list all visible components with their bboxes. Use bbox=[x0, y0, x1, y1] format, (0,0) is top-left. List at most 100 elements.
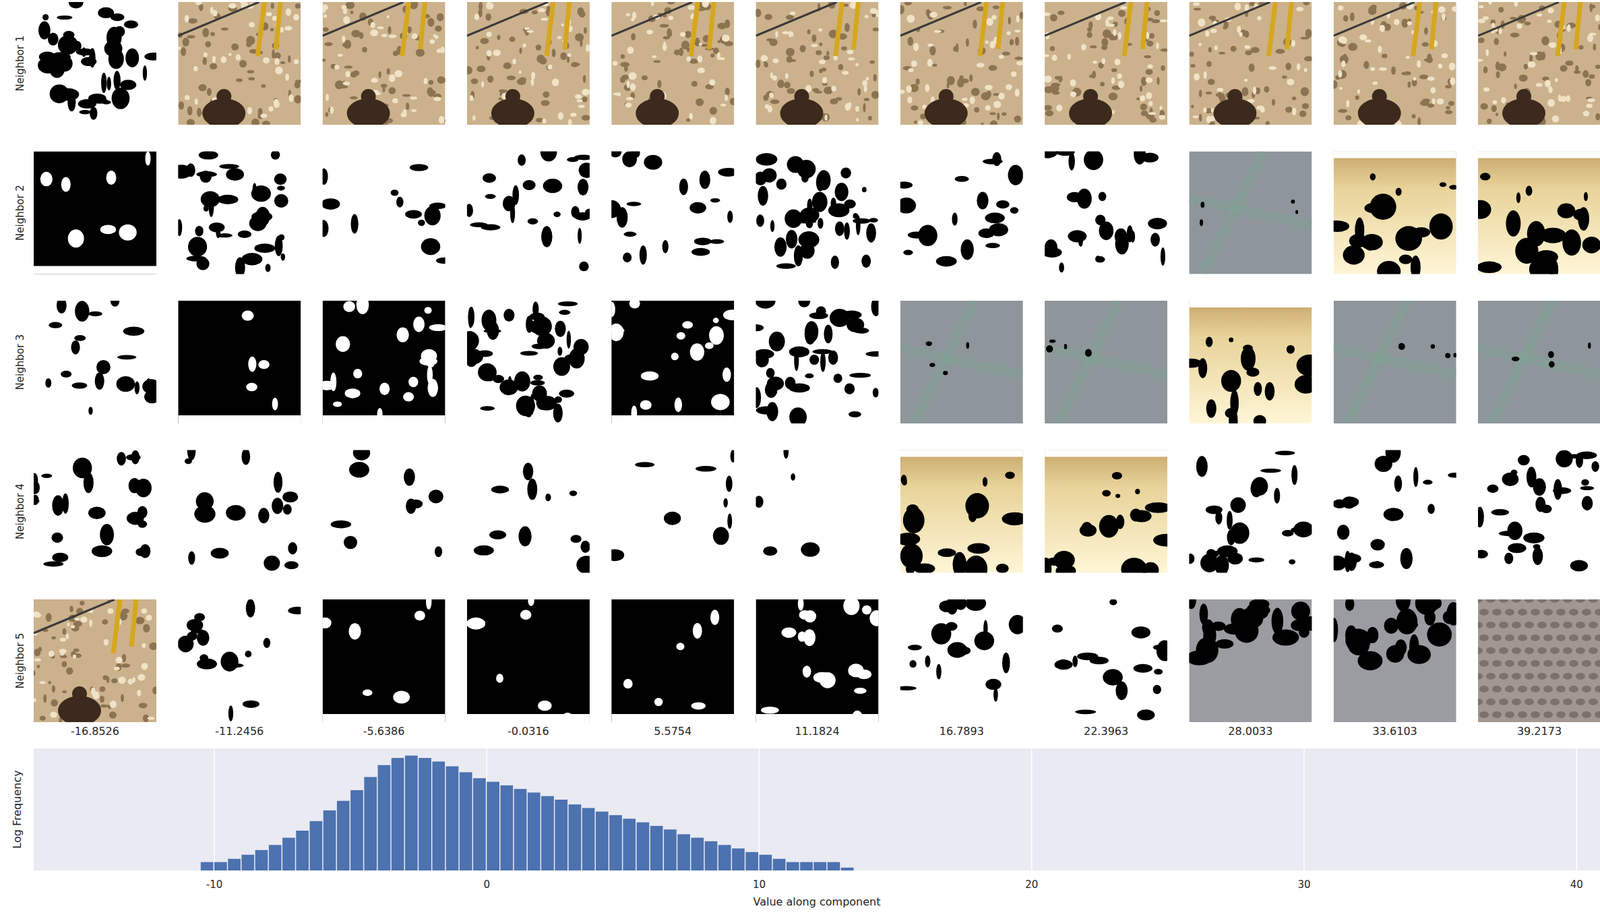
blob bbox=[612, 61, 618, 67]
blob bbox=[853, 212, 859, 219]
blob bbox=[1050, 45, 1055, 52]
blob bbox=[1156, 640, 1168, 662]
blob bbox=[527, 478, 538, 501]
blob bbox=[1498, 28, 1502, 35]
blob bbox=[45, 612, 52, 622]
blob bbox=[1234, 2, 1242, 11]
gray-bg bbox=[1478, 300, 1600, 424]
blob bbox=[1517, 454, 1530, 466]
blob bbox=[904, 2, 912, 6]
blob bbox=[828, 203, 850, 218]
blob bbox=[577, 178, 589, 196]
blob bbox=[924, 655, 931, 668]
blob bbox=[1140, 103, 1148, 111]
blob bbox=[657, 80, 662, 89]
thumbnail bbox=[33, 2, 157, 125]
mask-bg bbox=[1044, 599, 1168, 722]
blob bbox=[471, 78, 479, 84]
pole bbox=[1557, 2, 1565, 56]
blob bbox=[632, 11, 637, 20]
blob bbox=[862, 186, 867, 193]
blob bbox=[1114, 58, 1121, 65]
blob bbox=[477, 363, 497, 382]
blob bbox=[1360, 233, 1383, 251]
blob bbox=[570, 534, 582, 543]
blob bbox=[909, 659, 916, 668]
pole bbox=[1124, 2, 1131, 56]
blob bbox=[1582, 236, 1600, 254]
blob bbox=[137, 673, 146, 681]
blob bbox=[869, 609, 879, 627]
blob bbox=[583, 27, 588, 34]
blob bbox=[1147, 217, 1167, 230]
blob bbox=[1145, 77, 1154, 83]
blob bbox=[113, 26, 125, 38]
blob bbox=[1415, 599, 1439, 615]
blob bbox=[804, 609, 817, 623]
blob bbox=[1004, 471, 1015, 479]
thumbnail bbox=[467, 2, 590, 125]
blob bbox=[278, 234, 285, 241]
blob bbox=[527, 218, 539, 225]
mask-bg bbox=[177, 450, 301, 573]
blob bbox=[785, 47, 795, 57]
blob bbox=[141, 662, 149, 670]
blob bbox=[717, 167, 734, 177]
blob bbox=[722, 367, 732, 382]
blob bbox=[83, 471, 94, 493]
mask-edge bbox=[177, 415, 301, 424]
blob bbox=[285, 8, 292, 16]
blob bbox=[611, 548, 625, 561]
blob bbox=[475, 45, 480, 50]
pole bbox=[420, 2, 426, 50]
blob bbox=[1478, 506, 1485, 528]
blob bbox=[322, 168, 329, 185]
blob bbox=[1253, 382, 1262, 397]
tan-bg bbox=[1478, 151, 1600, 275]
blob bbox=[147, 716, 156, 720]
blob bbox=[524, 26, 530, 30]
blob bbox=[986, 18, 994, 27]
blob bbox=[486, 49, 492, 57]
blob bbox=[616, 206, 629, 228]
blob bbox=[212, 55, 216, 64]
blob bbox=[710, 198, 720, 203]
blob bbox=[405, 102, 410, 110]
blob bbox=[1118, 80, 1125, 89]
blob bbox=[503, 62, 512, 69]
blob bbox=[663, 41, 666, 50]
blob bbox=[870, 8, 878, 15]
mask-bg bbox=[467, 300, 590, 424]
thumbnail bbox=[1333, 599, 1457, 722]
blob bbox=[620, 53, 626, 59]
blob bbox=[826, 50, 829, 56]
blob bbox=[783, 81, 791, 89]
blob bbox=[1148, 101, 1154, 106]
thumbnail bbox=[611, 300, 734, 424]
blob bbox=[675, 642, 685, 650]
blob bbox=[907, 644, 922, 650]
blob bbox=[774, 237, 787, 257]
blob bbox=[560, 51, 567, 60]
blob bbox=[62, 690, 67, 693]
blob bbox=[424, 306, 433, 314]
blob bbox=[582, 74, 587, 83]
blob bbox=[330, 372, 337, 392]
blob bbox=[1217, 90, 1221, 100]
blob bbox=[980, 122, 984, 125]
blob bbox=[1541, 36, 1549, 46]
blob bbox=[531, 71, 536, 79]
blob bbox=[378, 71, 381, 79]
blob bbox=[110, 13, 125, 22]
blob bbox=[1093, 60, 1098, 65]
blob bbox=[1252, 86, 1257, 95]
blob bbox=[1370, 67, 1375, 72]
blob bbox=[210, 32, 214, 37]
blob bbox=[1091, 70, 1096, 79]
blob bbox=[245, 599, 256, 618]
blob bbox=[1444, 352, 1451, 358]
blob bbox=[117, 675, 127, 684]
blob bbox=[1505, 210, 1521, 237]
blob bbox=[1014, 29, 1021, 33]
blob bbox=[925, 341, 933, 346]
